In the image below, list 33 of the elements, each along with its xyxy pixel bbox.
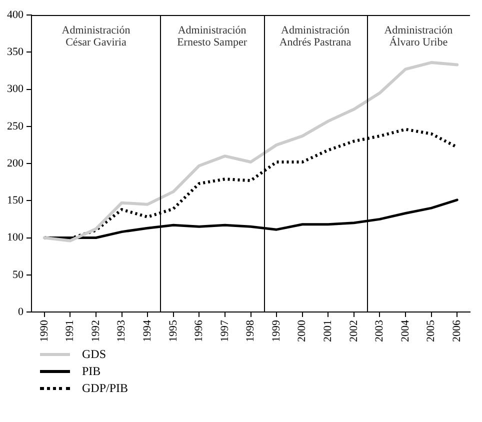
y-tick-label: 400	[7, 8, 24, 21]
x-tick-label: 1993	[116, 320, 128, 342]
legend-label: GDP/PIB	[82, 381, 128, 396]
x-tick-label: 2000	[296, 320, 308, 342]
x-tick-label: 2006	[450, 320, 463, 342]
annotation: Administración Andrés Pastrana	[279, 24, 352, 48]
y-tick-label: 350	[7, 46, 24, 58]
annotation: Administración Ernesto Samper	[177, 24, 248, 48]
y-tick-label: 200	[7, 157, 24, 170]
x-tick-label: 1999	[270, 320, 282, 342]
x-tick-label: 2005	[425, 320, 438, 342]
x-tick-label: 1998	[244, 320, 257, 342]
y-tick-label: 0	[18, 306, 24, 318]
y-tick-label: 150	[7, 194, 24, 207]
legend-label: GDS	[82, 347, 106, 362]
y-tick-label: 250	[7, 120, 24, 132]
x-tick-label: 2002	[348, 320, 360, 342]
y-tick-label: 50	[12, 268, 24, 281]
x-tick-label: 2003	[374, 320, 386, 342]
x-tick-label: 1991	[64, 320, 76, 342]
x-tick-label: 2004	[399, 320, 412, 342]
x-tick-label: 2001	[322, 320, 334, 342]
x-tick-label: 1990	[38, 320, 50, 342]
x-tick-label: 1996	[193, 320, 206, 342]
annotation: Administración César Gaviria	[62, 24, 131, 48]
annotation: Administración Álvaro Uribe	[384, 24, 454, 48]
y-tick-label: 100	[7, 232, 24, 244]
x-tick-label: 1997	[218, 320, 231, 342]
x-tick-label: 1992	[90, 320, 102, 342]
x-tick-label: 1995	[167, 320, 180, 342]
legend-label: PIB	[82, 364, 101, 379]
x-tick-label: 1994	[141, 320, 154, 342]
y-tick-label: 300	[7, 83, 24, 96]
